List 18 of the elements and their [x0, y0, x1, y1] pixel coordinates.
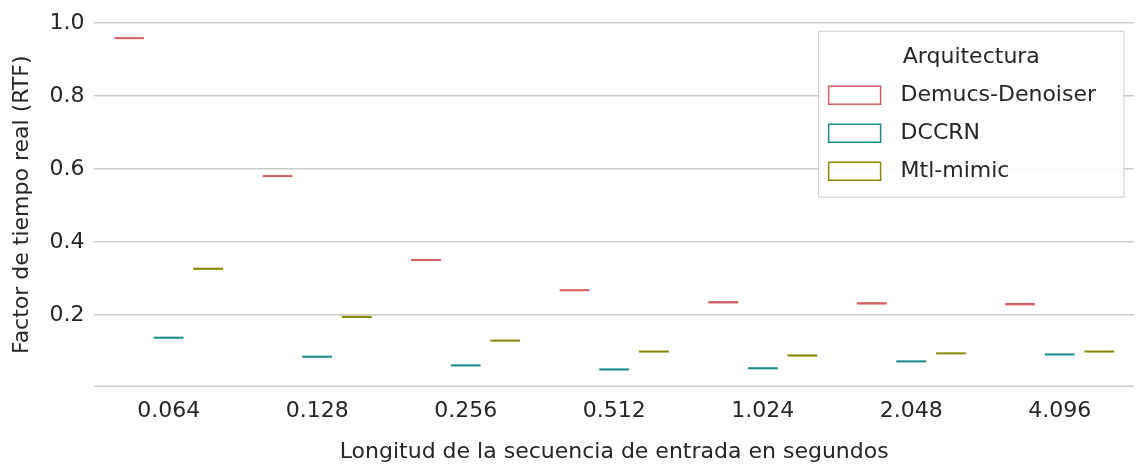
x-tick-label: 0.064 [137, 397, 201, 423]
y-tick-label: 0.4 [49, 227, 85, 253]
y-tick-label: 1.0 [49, 8, 85, 34]
legend-label: Mtl-mimic [900, 156, 1010, 182]
legend-label: Demucs-Denoiser [900, 80, 1097, 106]
x-tick-label: 0.128 [285, 397, 349, 423]
x-tick-label: 4.096 [1028, 397, 1092, 423]
legend-label: DCCRN [900, 118, 981, 144]
y-tick-label: 0.6 [49, 154, 85, 180]
x-axis-title: Longitud de la secuencia de entrada en segundos [339, 437, 889, 463]
y-tick-label: 0.2 [49, 300, 85, 326]
y-axis-title: Factor de tiempo real (RTF) [7, 55, 33, 354]
x-tick-label: 2.048 [879, 397, 943, 423]
x-tick-label: 0.512 [582, 397, 646, 423]
y-tick-label: 0.8 [49, 81, 85, 107]
x-tick-label: 1.024 [731, 397, 795, 423]
x-tick-label: 0.256 [434, 397, 498, 423]
legend-title: Arquitectura [902, 42, 1040, 68]
